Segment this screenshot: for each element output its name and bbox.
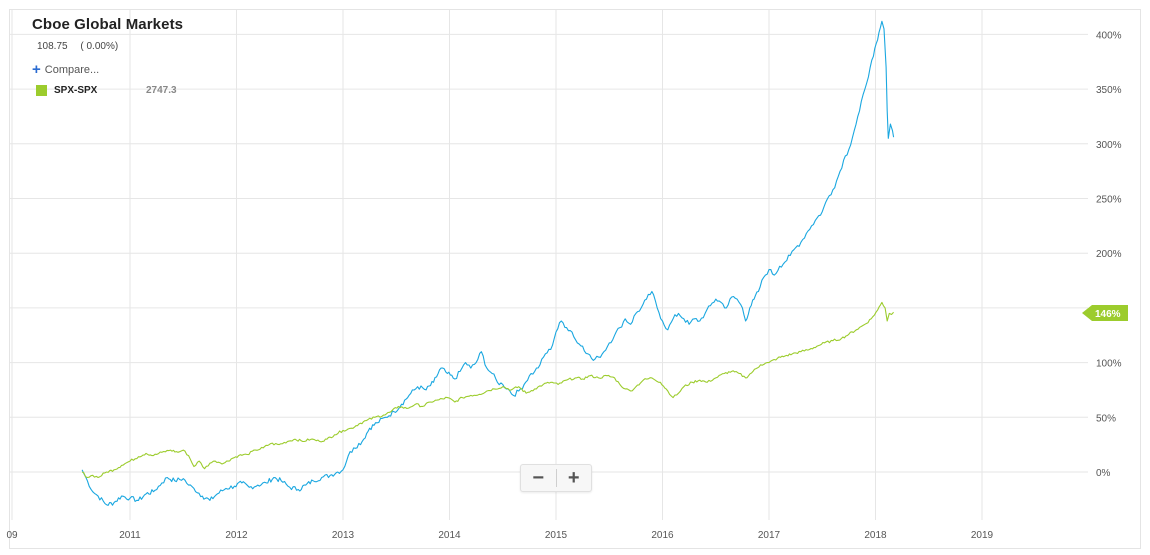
quote-row: 108.75 ( 0.00%) — [37, 41, 183, 52]
legend-series-name: SPX-SPX — [54, 85, 98, 96]
x-tick-label: 2019 — [971, 530, 994, 541]
horizontal-gridlines — [10, 33, 1088, 473]
zoom-controls: − + — [520, 464, 592, 492]
x-tick-label: 2015 — [545, 530, 568, 541]
legend-item-spx[interactable]: SPX-SPX 2747.3 — [32, 85, 183, 96]
y-tick-label: 200% — [1096, 249, 1122, 260]
series-lines — [81, 20, 895, 506]
x-tick-label: 2014 — [438, 530, 461, 541]
y-tick-label: 50% — [1096, 413, 1116, 424]
plus-icon: + — [32, 61, 41, 78]
x-tick-label: 2018 — [864, 530, 887, 541]
quote-price: 108.75 — [37, 41, 68, 52]
vertical-gridlines — [11, 10, 983, 520]
y-tick-label: 0% — [1096, 468, 1111, 479]
legend-series-value: 2747.3 — [146, 85, 177, 96]
chart-legend: Cboe Global Markets 108.75 ( 0.00%) + Co… — [32, 16, 183, 96]
x-tick-label: 2013 — [332, 530, 355, 541]
zoom-out-button[interactable]: − — [532, 467, 545, 489]
zoom-in-button[interactable]: + — [567, 467, 580, 489]
x-tick-label: 2012 — [225, 530, 248, 541]
x-tick-label: 09 — [6, 530, 18, 541]
last-value-badge: 146% — [1082, 305, 1128, 321]
y-tick-label: 300% — [1096, 140, 1122, 151]
x-tick-label: 2017 — [758, 530, 781, 541]
quote-change: ( 0.00%) — [80, 41, 119, 52]
cboe-series-line — [81, 20, 895, 506]
x-axis-labels: 09 2011 2012 2013 2014 2015 2016 2017 2018 2019 — [6, 530, 993, 541]
chart-frame — [9, 9, 1141, 549]
y-tick-label: 100% — [1096, 359, 1122, 370]
zoom-divider — [555, 469, 557, 487]
chart-title: Cboe Global Markets — [32, 16, 184, 33]
y-axis-labels: 0%50%100%150%200%250%300%350%400% — [1096, 30, 1122, 479]
compare-button[interactable]: + Compare... — [32, 61, 183, 78]
x-tick-label: 2016 — [651, 530, 674, 541]
legend-swatch — [36, 85, 47, 96]
spx-series-line — [81, 301, 894, 479]
y-tick-label: 250% — [1096, 195, 1122, 206]
last-value-badge-shape — [1082, 305, 1128, 321]
y-tick-label: 350% — [1096, 85, 1122, 96]
y-tick-label: 400% — [1096, 30, 1122, 41]
x-tick-label: 2011 — [119, 530, 141, 541]
last-value-badge-text: 146% — [1095, 309, 1121, 320]
compare-label: Compare... — [44, 64, 100, 76]
